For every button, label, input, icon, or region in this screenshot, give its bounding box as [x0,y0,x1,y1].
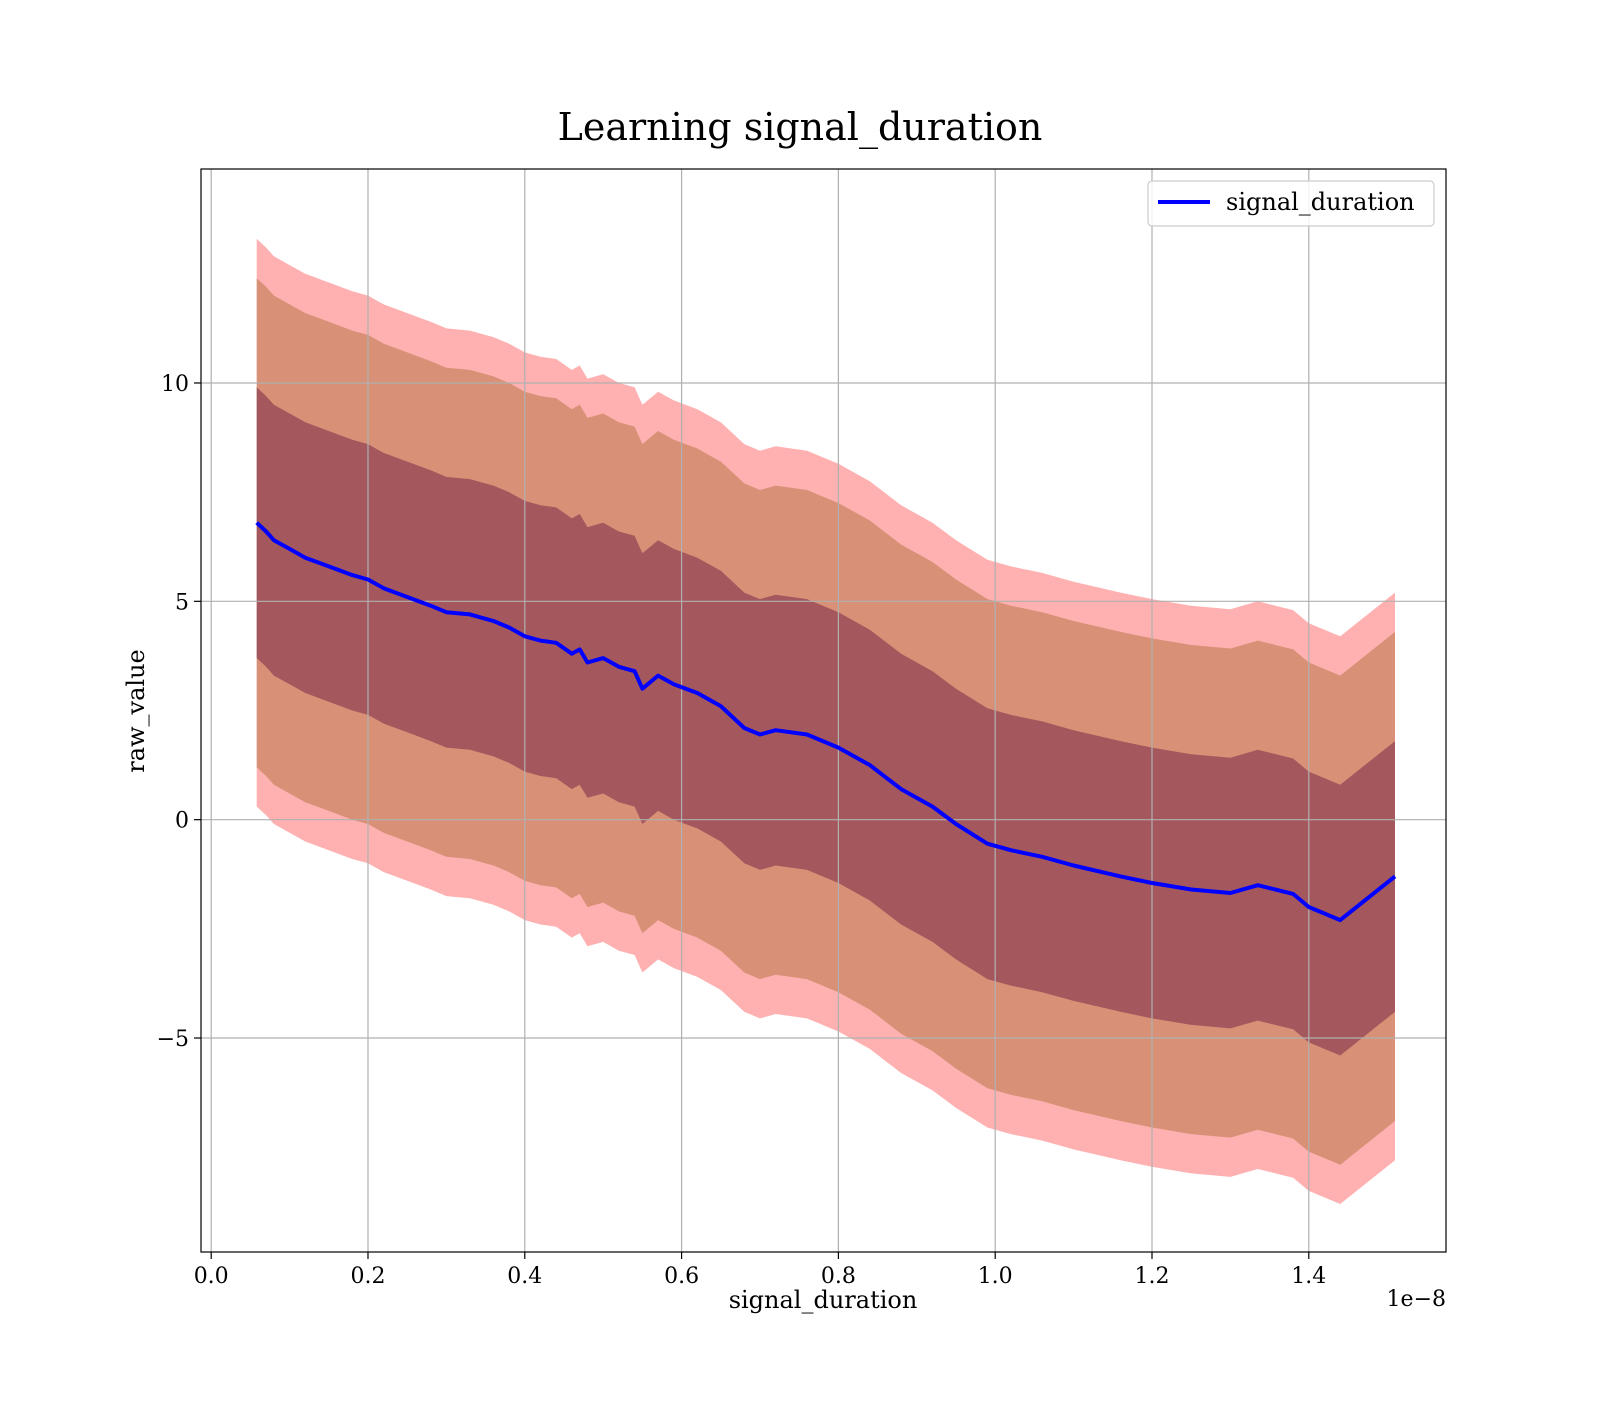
plot-frame [200,168,1447,1253]
series-line [255,521,1397,923]
x-tick-label: 1.4 [1291,1264,1326,1289]
x-tick-label: 0.0 [194,1264,229,1289]
y-axis-ticks: −5 0 5 10 [157,372,201,1052]
x-tick-label: 0.6 [664,1264,699,1289]
x-tick-label: 0.8 [821,1264,856,1289]
y-tick-label: 5 [175,590,189,615]
x-axis-ticks: 0.0 0.2 0.4 0.6 0.8 1.0 1.2 1.4 [194,1252,1326,1289]
x-tick-label: 0.2 [350,1264,385,1289]
legend: signal_duration [1147,180,1435,227]
chart-title: Learning signal_duration [558,105,1043,150]
confidence-bands [256,238,1396,1204]
x-axis-label: signal_duration [729,1286,918,1314]
x-tick-label: 1.2 [1134,1264,1169,1289]
y-tick-label: 10 [161,372,189,397]
y-tick-label: −5 [157,1027,189,1052]
x-offset-label: 1e−8 [1387,1287,1446,1312]
x-tick-label: 1.0 [978,1264,1013,1289]
legend-box [1147,180,1435,227]
series-lines [255,521,1397,923]
x-tick-label: 0.4 [507,1264,542,1289]
y-tick-label: 0 [175,809,189,834]
legend-label: signal_duration [1226,188,1415,216]
gridlines [201,169,1446,1252]
y-axis-label: raw_value [122,649,150,773]
band-inner [256,387,1396,1056]
